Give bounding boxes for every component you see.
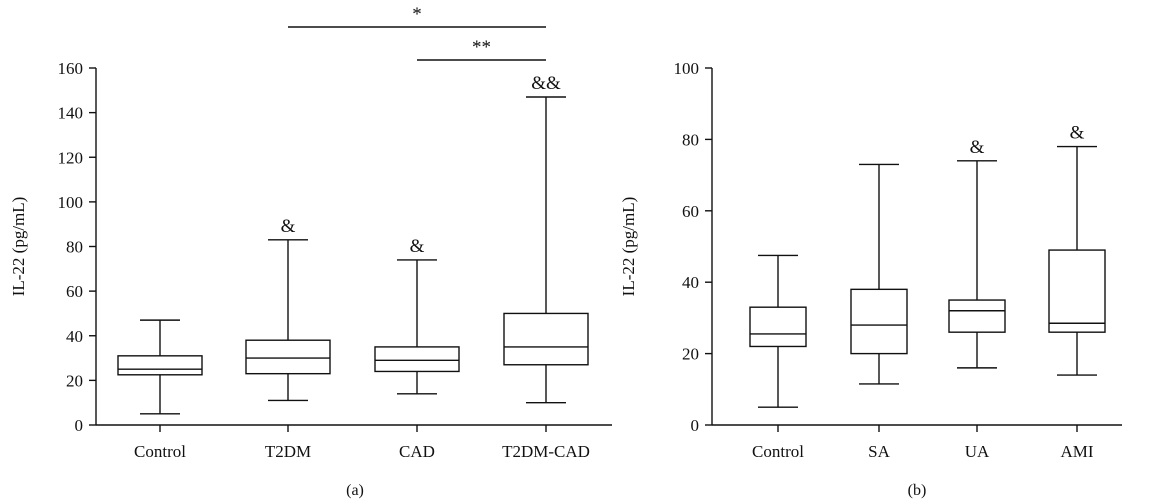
significance-mark: && bbox=[531, 73, 561, 94]
x-tick-label: UA bbox=[965, 442, 990, 461]
x-tick-label: SA bbox=[868, 442, 890, 461]
y-tick-label: 40 bbox=[66, 327, 83, 346]
y-tick-label: 20 bbox=[66, 371, 83, 390]
box-iqr bbox=[850, 288, 908, 355]
box-ami: & bbox=[1048, 123, 1106, 376]
box-control bbox=[749, 254, 807, 408]
box-control bbox=[117, 319, 203, 415]
box-iqr bbox=[1048, 249, 1106, 333]
box-iqr bbox=[503, 312, 589, 366]
box-iqr bbox=[374, 346, 460, 373]
y-tick-label: 100 bbox=[674, 59, 700, 78]
x-tick-label: CAD bbox=[399, 442, 435, 461]
panel-a: 0 20 40 60 80 100 120 140 160 IL-22 (pg/mL) Contro… bbox=[9, 4, 612, 499]
significance-mark: & bbox=[281, 216, 296, 237]
y-tick-label: 0 bbox=[75, 416, 84, 435]
y-axis-label: IL-22 (pg/mL) bbox=[9, 197, 28, 297]
panel-b: 0 20 40 60 80 100 IL-22 (pg/mL) Control SA UA AMI &… bbox=[619, 59, 1122, 499]
y-tick-label: 100 bbox=[58, 193, 84, 212]
box-iqr bbox=[948, 299, 1006, 333]
y-tick-label: 80 bbox=[66, 238, 83, 257]
x-tick-label: T2DM-CAD bbox=[502, 442, 590, 461]
significance-label: ** bbox=[472, 37, 491, 58]
x-tick-label: T2DM bbox=[265, 442, 311, 461]
significance-mark: & bbox=[1070, 123, 1085, 144]
y-tick-label: 120 bbox=[58, 148, 84, 167]
y-axis-label: IL-22 (pg/mL) bbox=[619, 197, 638, 297]
box-t2dm-cad: && bbox=[503, 73, 589, 404]
box-ua: & bbox=[948, 137, 1006, 369]
significance-mark: & bbox=[970, 137, 985, 158]
x-tick-label: Control bbox=[752, 442, 804, 461]
y-tick-label: 160 bbox=[58, 59, 84, 78]
box-iqr bbox=[749, 306, 807, 348]
y-tick-label: 60 bbox=[682, 202, 699, 221]
y-tick-label: 0 bbox=[691, 416, 700, 435]
box-iqr bbox=[245, 339, 331, 375]
x-tick-label: AMI bbox=[1060, 442, 1093, 461]
y-tick-label: 20 bbox=[682, 345, 699, 364]
box-sa bbox=[850, 163, 908, 385]
y-tick-label: 60 bbox=[66, 282, 83, 301]
panel-label: (a) bbox=[346, 482, 364, 499]
x-tick-label: Control bbox=[134, 442, 186, 461]
panel-label: (b) bbox=[908, 482, 927, 499]
y-tick-label: 80 bbox=[682, 130, 699, 149]
box-iqr bbox=[117, 355, 203, 376]
box-t2dm: & bbox=[245, 216, 331, 402]
box-cad: & bbox=[374, 236, 460, 395]
y-tick-label: 140 bbox=[58, 104, 84, 123]
y-tick-label: 40 bbox=[682, 273, 699, 292]
significance-mark: & bbox=[410, 236, 425, 257]
significance-label: * bbox=[412, 4, 422, 25]
